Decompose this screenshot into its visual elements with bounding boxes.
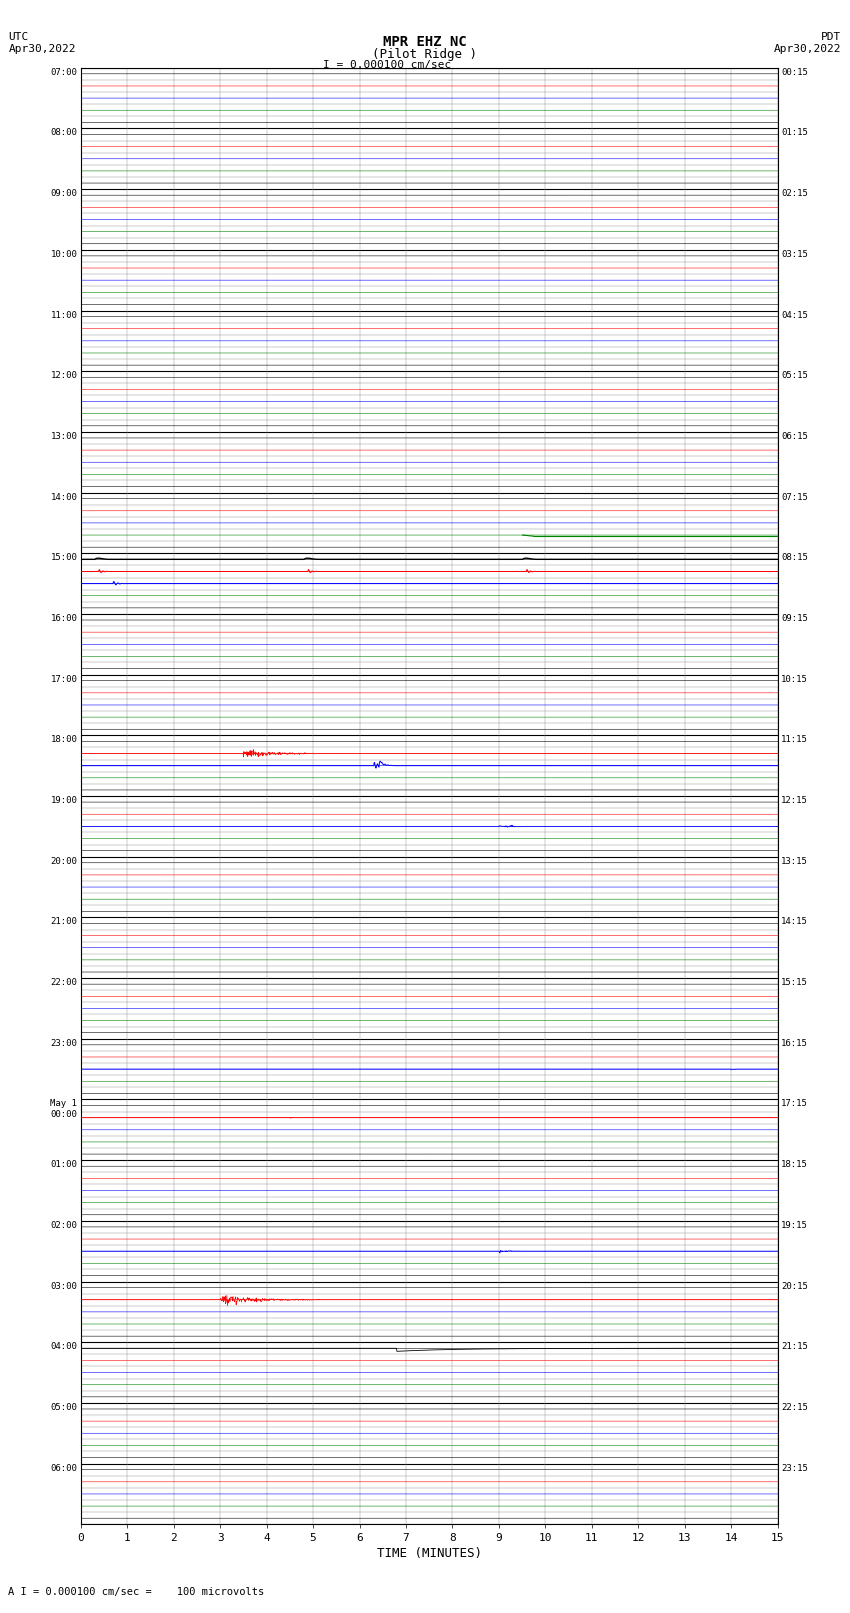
- Text: 01:15: 01:15: [781, 129, 808, 137]
- Text: 11:00: 11:00: [50, 311, 77, 319]
- Text: 19:15: 19:15: [781, 1221, 808, 1229]
- Text: 06:00: 06:00: [50, 1463, 77, 1473]
- Text: 20:00: 20:00: [50, 857, 77, 866]
- Text: 21:00: 21:00: [50, 918, 77, 926]
- Text: 09:15: 09:15: [781, 615, 808, 623]
- X-axis label: TIME (MINUTES): TIME (MINUTES): [377, 1547, 482, 1560]
- Text: 15:00: 15:00: [50, 553, 77, 563]
- Text: PDT: PDT: [821, 32, 842, 42]
- Text: 12:00: 12:00: [50, 371, 77, 381]
- Text: 01:00: 01:00: [50, 1160, 77, 1169]
- Text: 18:00: 18:00: [50, 736, 77, 744]
- Text: Apr30,2022: Apr30,2022: [8, 44, 76, 53]
- Text: May 1
00:00: May 1 00:00: [50, 1100, 77, 1119]
- Text: 12:15: 12:15: [781, 797, 808, 805]
- Text: 18:15: 18:15: [781, 1160, 808, 1169]
- Text: 23:00: 23:00: [50, 1039, 77, 1048]
- Text: 09:00: 09:00: [50, 189, 77, 198]
- Text: 05:15: 05:15: [781, 371, 808, 381]
- Text: 20:15: 20:15: [781, 1282, 808, 1290]
- Text: 10:15: 10:15: [781, 674, 808, 684]
- Text: 14:15: 14:15: [781, 918, 808, 926]
- Text: 10:00: 10:00: [50, 250, 77, 258]
- Text: 02:15: 02:15: [781, 189, 808, 198]
- Text: I = 0.000100 cm/sec: I = 0.000100 cm/sec: [323, 60, 450, 69]
- Text: 06:15: 06:15: [781, 432, 808, 440]
- Text: 22:00: 22:00: [50, 977, 77, 987]
- Text: 16:00: 16:00: [50, 615, 77, 623]
- Text: 08:00: 08:00: [50, 129, 77, 137]
- Text: 13:15: 13:15: [781, 857, 808, 866]
- Text: 19:00: 19:00: [50, 797, 77, 805]
- Text: 15:15: 15:15: [781, 977, 808, 987]
- Text: 07:00: 07:00: [50, 68, 77, 77]
- Text: Apr30,2022: Apr30,2022: [774, 44, 842, 53]
- Text: MPR EHZ NC: MPR EHZ NC: [383, 35, 467, 50]
- Text: 14:00: 14:00: [50, 492, 77, 502]
- Text: 22:15: 22:15: [781, 1403, 808, 1411]
- Text: 00:15: 00:15: [781, 68, 808, 77]
- Text: 03:15: 03:15: [781, 250, 808, 258]
- Text: 23:15: 23:15: [781, 1463, 808, 1473]
- Text: (Pilot Ridge ): (Pilot Ridge ): [372, 48, 478, 61]
- Text: 02:00: 02:00: [50, 1221, 77, 1229]
- Text: 04:15: 04:15: [781, 311, 808, 319]
- Text: 13:00: 13:00: [50, 432, 77, 440]
- Text: UTC: UTC: [8, 32, 29, 42]
- Text: 05:00: 05:00: [50, 1403, 77, 1411]
- Text: 17:00: 17:00: [50, 674, 77, 684]
- Text: 16:15: 16:15: [781, 1039, 808, 1048]
- Text: 11:15: 11:15: [781, 736, 808, 744]
- Text: 03:00: 03:00: [50, 1282, 77, 1290]
- Text: 04:00: 04:00: [50, 1342, 77, 1352]
- Text: 17:15: 17:15: [781, 1100, 808, 1108]
- Text: 08:15: 08:15: [781, 553, 808, 563]
- Text: 21:15: 21:15: [781, 1342, 808, 1352]
- Text: A I = 0.000100 cm/sec =    100 microvolts: A I = 0.000100 cm/sec = 100 microvolts: [8, 1587, 264, 1597]
- Text: 07:15: 07:15: [781, 492, 808, 502]
